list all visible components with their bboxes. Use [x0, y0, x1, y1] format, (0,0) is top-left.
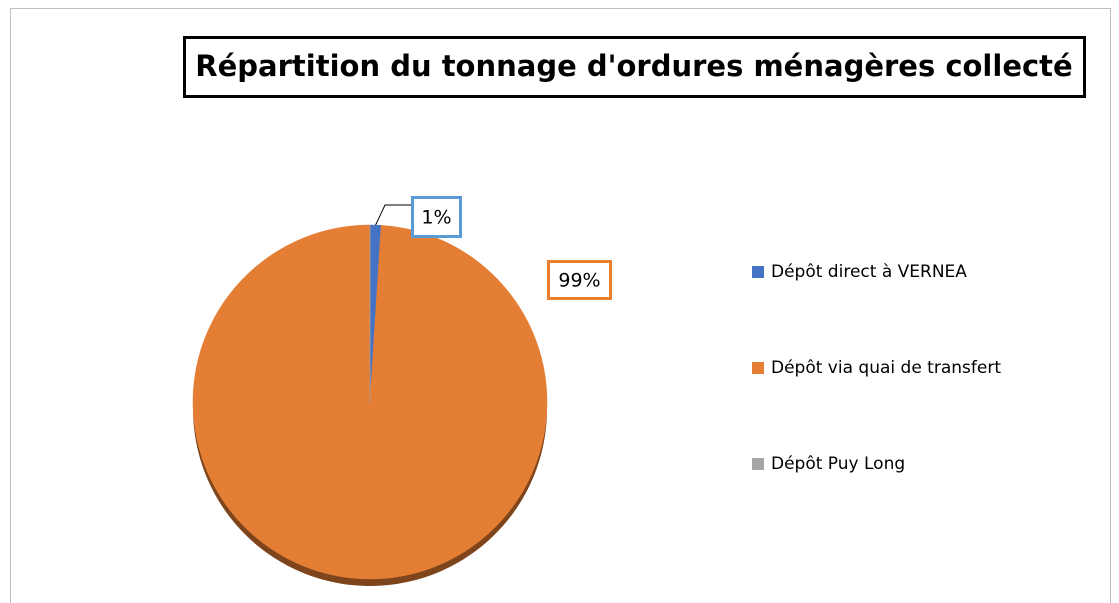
legend-swatch [752, 458, 764, 470]
data-label-box [411, 196, 462, 238]
legend-swatch [752, 266, 764, 278]
legend-swatch [752, 362, 764, 374]
title-box [183, 36, 1086, 98]
chart-title: Répartition du tonnage d'ordures ménagèr… [195, 49, 1072, 83]
data-label: 99% [558, 270, 600, 292]
data-label: 1% [421, 207, 451, 229]
leader-line [375, 204, 411, 226]
legend-label: Dépôt via quai de transfert [771, 358, 1001, 378]
data-label-box [547, 260, 612, 300]
chart-frame [10, 8, 1111, 603]
legend-label: Dépôt Puy Long [771, 454, 905, 474]
legend-label: Dépôt direct à VERNEA [771, 262, 967, 282]
